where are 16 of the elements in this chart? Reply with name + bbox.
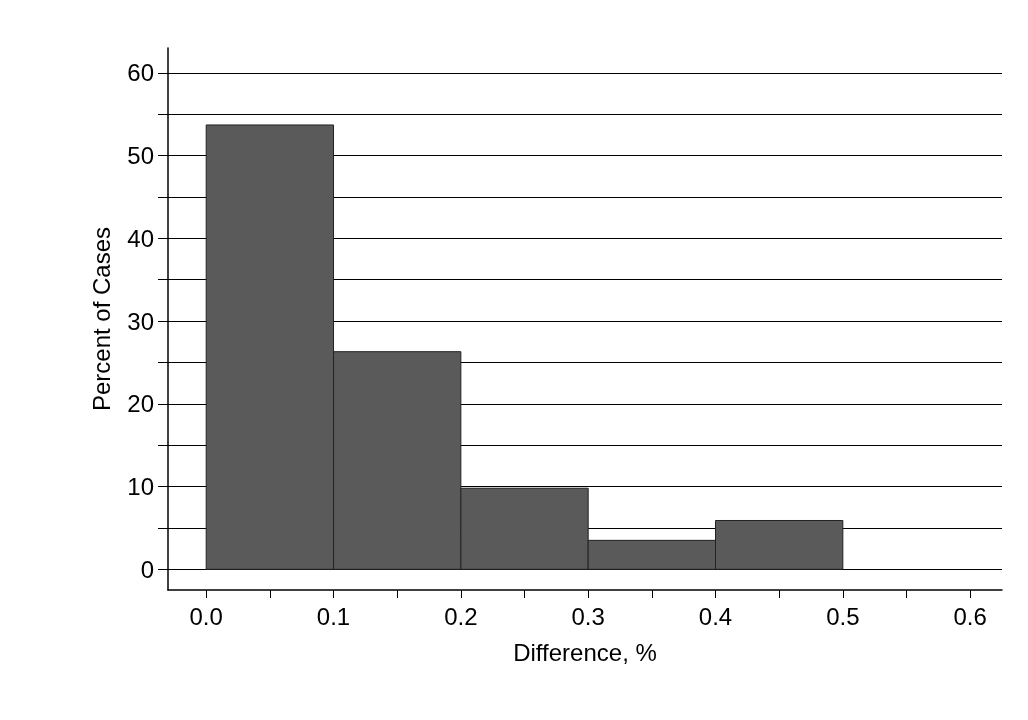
y-tick-label: 0: [140, 555, 154, 583]
x-tick-label: 0.6: [953, 602, 987, 630]
x-tick-label: 0.3: [571, 602, 605, 630]
y-axis-title: Percent of Cases: [87, 226, 115, 412]
x-tick-label: 0.1: [316, 602, 351, 630]
x-tick-label: 0.2: [444, 602, 478, 630]
x-tick-label: 0.5: [826, 602, 860, 630]
y-tick-label: 40: [127, 224, 154, 252]
y-tick-label: 20: [127, 390, 154, 418]
y-tick-label: 30: [127, 307, 154, 335]
y-tick-label: 10: [127, 473, 154, 501]
y-tick-label: 50: [127, 142, 154, 170]
x-tick-label: 0.4: [698, 602, 733, 630]
y-tick-label: 60: [127, 59, 154, 87]
x-tick-label: 0.0: [189, 602, 223, 630]
x-axis-title: Difference, %: [513, 638, 657, 666]
